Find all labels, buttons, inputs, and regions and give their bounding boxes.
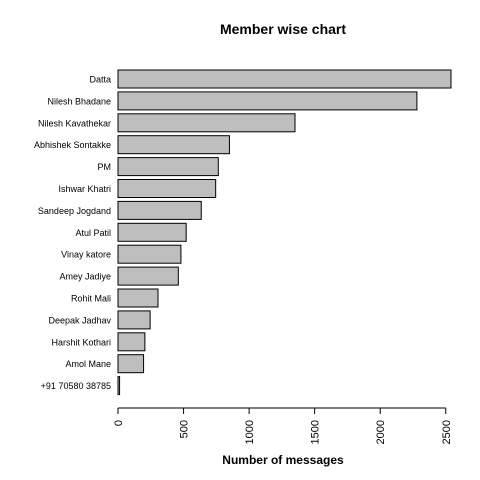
category-label: Datta: [89, 75, 111, 85]
bar: [117, 376, 121, 396]
category-label: Harshit Kothari: [51, 337, 111, 347]
x-tick-label: 2500: [441, 420, 453, 444]
x-tick-label: 1000: [244, 420, 256, 444]
category-label: PM: [98, 162, 112, 172]
bar: [117, 91, 418, 111]
x-tick-label: 500: [179, 420, 191, 438]
bar: [117, 179, 217, 198]
x-axis: 0 500 1000 1500 2000 2500: [113, 407, 453, 444]
x-tick-label: 2000: [375, 420, 387, 444]
bar: [117, 135, 230, 155]
bar: [117, 113, 296, 133]
category-labels: Datta Nilesh Bhadane Nilesh Kavathekar Abhi…: [34, 75, 112, 392]
bar: [117, 69, 452, 89]
bar: [117, 288, 159, 308]
bar: [117, 266, 179, 286]
x-axis-label: Number of messages: [222, 453, 344, 467]
category-label: Vinay katore: [61, 250, 111, 260]
category-label: Abhishek Sontakke: [34, 140, 111, 150]
category-label: Deepak Jadhav: [48, 315, 111, 325]
x-tick-label: 1500: [310, 420, 322, 444]
category-label: Amey Jadiye: [59, 272, 111, 282]
bar: [117, 310, 151, 330]
category-label: Rohit Mali: [71, 294, 111, 304]
category-label: Nilesh Bhadane: [47, 96, 111, 106]
category-label: +91 70580 38785: [41, 381, 111, 391]
bar: [117, 244, 182, 264]
bars-group: [117, 69, 452, 396]
bar: [117, 200, 202, 220]
category-label: Sandeep Jogdand: [38, 206, 111, 216]
bar: [117, 332, 146, 352]
bar: [117, 157, 219, 177]
bar: [117, 222, 187, 242]
bar: [117, 354, 145, 374]
x-tick-label: 0: [113, 420, 125, 426]
category-label: Nilesh Kavathekar: [38, 118, 111, 128]
chart-title: Member wise chart: [220, 21, 346, 37]
category-label: Ishwar Khatri: [58, 184, 111, 194]
category-label: Amol Mane: [65, 359, 111, 369]
category-label: Atul Patil: [75, 228, 111, 238]
